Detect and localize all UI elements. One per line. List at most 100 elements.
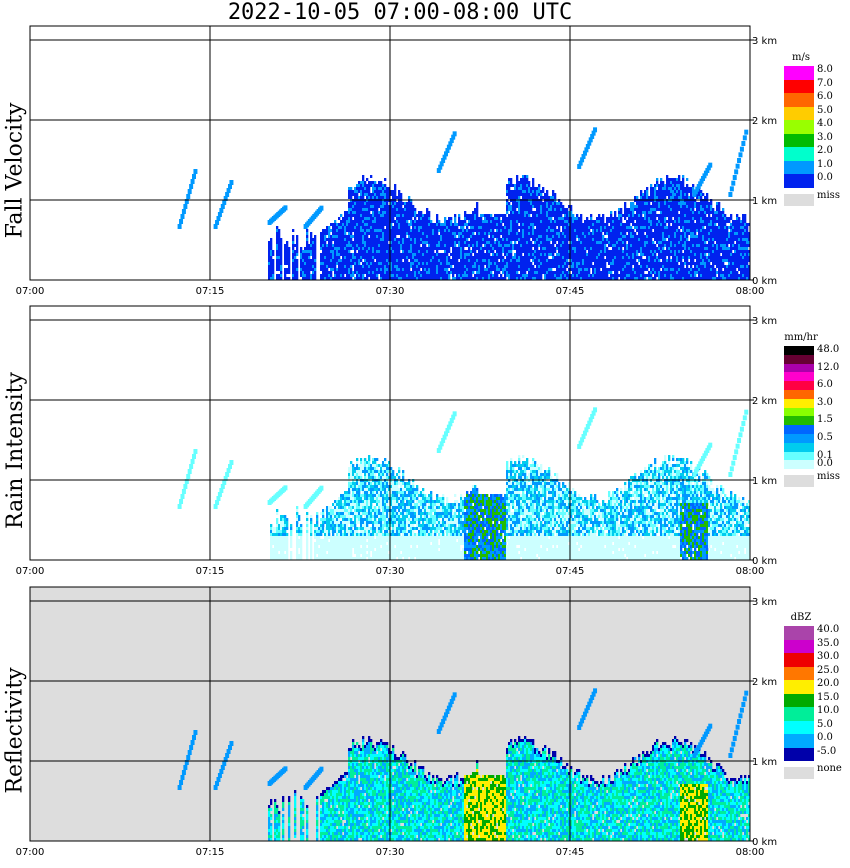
echo-cell — [468, 274, 471, 277]
echo-cell — [524, 256, 527, 259]
echo-cell — [600, 250, 603, 253]
echo-cell — [534, 217, 537, 220]
echo-cell — [336, 256, 339, 259]
echo-cell — [560, 265, 563, 268]
echo-cell — [524, 235, 527, 238]
echo-cell — [346, 274, 349, 277]
echo-cell — [688, 226, 691, 229]
echo-cell — [688, 271, 691, 274]
echo-cell — [614, 256, 617, 259]
echo-cell — [666, 253, 669, 256]
echo-cell — [524, 241, 527, 244]
echo-cell — [608, 244, 611, 247]
echo-cell — [572, 265, 575, 268]
echo-cell — [416, 226, 419, 229]
echo-cell — [552, 226, 555, 229]
echo-cell — [630, 259, 633, 262]
echo-cell — [674, 208, 677, 211]
echo-cell — [366, 232, 369, 235]
echo-cell — [366, 190, 369, 193]
echo-cell — [344, 235, 347, 238]
echo-cell — [402, 250, 405, 253]
echo-cell — [396, 247, 399, 250]
echo-cell — [658, 235, 661, 238]
echo-cell — [566, 274, 569, 277]
echo-cell — [554, 256, 557, 259]
echo-cell — [688, 196, 691, 199]
echo-cell — [602, 223, 605, 226]
echo-cell — [430, 277, 433, 280]
echo-cell — [402, 232, 405, 235]
echo-cell — [588, 235, 591, 238]
echo-cell — [696, 202, 699, 205]
echo-cell — [544, 253, 547, 256]
echo-cell — [674, 217, 677, 220]
echo-cell — [642, 208, 645, 211]
echo-cell — [626, 238, 629, 241]
echo-cell — [292, 265, 295, 268]
echo-cell — [394, 262, 397, 265]
echo-cell — [486, 235, 489, 238]
echo-cell — [348, 256, 351, 259]
echo-cell — [528, 250, 531, 253]
echo-cell — [524, 271, 527, 274]
echo-cell — [660, 220, 663, 223]
echo-cell — [372, 217, 375, 220]
echo-cell — [654, 265, 657, 268]
echo-cell — [324, 274, 327, 277]
echo-cell — [624, 214, 627, 217]
echo-cell — [356, 196, 359, 199]
echo-cell — [480, 241, 483, 244]
echo-cell — [696, 241, 699, 244]
echo-cell — [628, 238, 631, 241]
echo-cell — [496, 223, 499, 226]
echo-cell — [538, 262, 541, 265]
echo-cell — [672, 256, 675, 259]
echo-cell — [526, 223, 529, 226]
echo-cell — [522, 235, 525, 238]
echo-cell — [432, 235, 435, 238]
echo-cell — [296, 238, 299, 241]
echo-cell — [492, 274, 495, 277]
echo-cell — [598, 235, 601, 238]
echo-cell — [322, 229, 325, 232]
echo-cell — [492, 220, 495, 223]
echo-cell — [676, 190, 679, 193]
echo-cell — [624, 238, 627, 241]
echo-cell — [428, 235, 431, 238]
echo-cell — [514, 211, 517, 214]
echo-cell — [542, 226, 545, 229]
echo-cell — [688, 244, 691, 247]
echo-cell — [522, 205, 525, 208]
echo-cell — [358, 271, 361, 274]
echo-cell — [528, 193, 531, 196]
echo-cell — [684, 196, 687, 199]
echo-cell — [538, 184, 541, 187]
echo-cell — [634, 223, 637, 226]
echo-cell — [422, 223, 425, 226]
echo-cell — [532, 244, 535, 247]
echo-cell — [350, 187, 353, 190]
echo-cell — [570, 256, 573, 259]
echo-cell — [528, 214, 531, 217]
echo-cell — [330, 268, 333, 271]
echo-cell — [658, 196, 661, 199]
echo-cell — [410, 259, 413, 262]
echo-cell — [348, 247, 351, 250]
echo-cell — [652, 247, 655, 250]
echo-cell — [498, 277, 501, 280]
echo-cell — [338, 223, 341, 226]
echo-cell — [666, 211, 669, 214]
echo-cell — [630, 274, 633, 277]
echo-cell — [414, 223, 417, 226]
echo-cell — [330, 223, 333, 226]
echo-cell — [522, 259, 525, 262]
echo-cell — [392, 268, 395, 271]
echo-cell — [486, 271, 489, 274]
echo-cell — [552, 274, 555, 277]
echo-cell — [490, 262, 493, 265]
echo-cell — [324, 247, 327, 250]
echo-cell — [470, 268, 473, 271]
echo-cell — [658, 271, 661, 274]
echo-cell — [660, 238, 663, 241]
